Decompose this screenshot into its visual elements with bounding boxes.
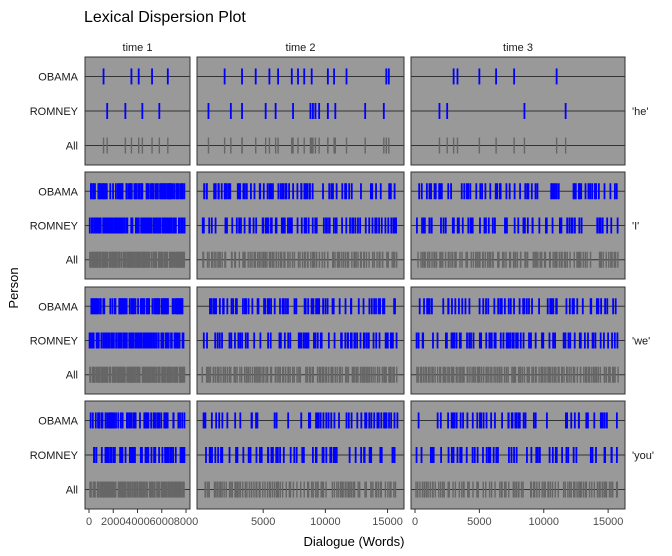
person-label: All (66, 485, 78, 497)
x-tick-label: 4000 (125, 516, 149, 528)
x-tick-label: 0 (412, 516, 418, 528)
word-strip-label: 'I' (632, 221, 639, 233)
word-strip-label: 'he' (632, 106, 648, 118)
column-strip-label: time 3 (503, 42, 533, 54)
panel (196, 56, 405, 166)
word-strip-label: 'you' (632, 450, 654, 462)
person-label: ROMNEY (30, 450, 79, 462)
column-strip-label: time 1 (123, 42, 153, 54)
x-tick-label: 10000 (528, 516, 559, 528)
panel (196, 171, 405, 280)
panel (410, 171, 626, 280)
x-tick-label: 0 (86, 516, 92, 528)
person-label: OBAMA (38, 415, 78, 427)
chart-title: Lexical Dispersion Plot (84, 9, 246, 26)
word-strip-labels: 'he' 'I' 'we' 'you' (632, 106, 654, 462)
panels: OBAMA ROMNEY All OBAMA ROMNEY All OBAMA ROMNEY A… (30, 56, 626, 510)
column-strip-label: time 2 (286, 42, 316, 54)
person-label: OBAMA (38, 301, 78, 313)
x-tick-label: 8000 (174, 516, 198, 528)
person-label: OBAMA (38, 71, 78, 83)
panel (410, 286, 626, 395)
x-tick-label: 2000 (101, 516, 125, 528)
person-label: ROMNEY (30, 221, 79, 233)
x-tick-label: 15000 (372, 516, 403, 528)
x-axis: 0 2000 4000 6000 8000 5000 10000 15000 0 5000 1000… (86, 509, 623, 528)
person-label: All (66, 370, 78, 382)
person-label: ROMNEY (30, 106, 79, 118)
column-strip (85, 36, 190, 57)
person-label: All (66, 255, 78, 267)
panel: OBAMA ROMNEY All (30, 286, 191, 395)
panel: OBAMA ROMNEY All (30, 171, 191, 280)
column-strip (411, 36, 625, 57)
panel (410, 400, 626, 510)
column-strips: time 1 time 2 time 3 (85, 36, 625, 57)
y-axis-label: Person (6, 267, 21, 308)
x-tick-label: 6000 (150, 516, 174, 528)
column-strip (197, 36, 404, 57)
x-tick-label: 5000 (251, 516, 275, 528)
x-tick-label: 5000 (467, 516, 491, 528)
x-tick-label: 15000 (593, 516, 624, 528)
person-label: OBAMA (38, 186, 78, 198)
panel (196, 400, 405, 510)
panel (410, 56, 626, 166)
panel (196, 286, 405, 395)
panel: OBAMA ROMNEY All (30, 400, 191, 510)
x-tick-label: 10000 (310, 516, 341, 528)
person-label: ROMNEY (30, 336, 79, 348)
word-strip-label: 'we' (632, 336, 650, 348)
panel: OBAMA ROMNEY All (30, 56, 191, 166)
x-axis-label: Dialogue (Words) (304, 534, 405, 549)
person-label: All (66, 141, 78, 153)
